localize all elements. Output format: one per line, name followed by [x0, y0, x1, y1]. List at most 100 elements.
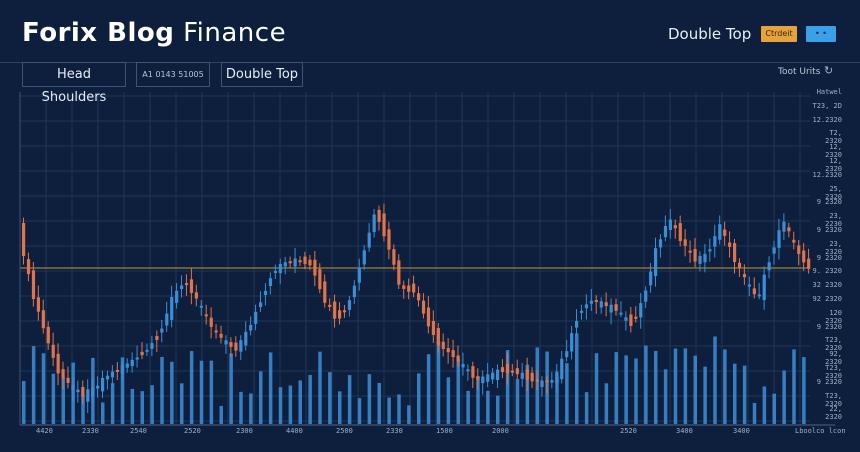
candle-body: [288, 261, 292, 264]
volume-bar: [101, 402, 105, 424]
candle-body: [170, 297, 174, 320]
candle-body: [160, 328, 164, 333]
candle-body: [792, 239, 796, 243]
volume-bar: [663, 369, 668, 424]
volume-bar: [733, 363, 737, 424]
candle-body: [412, 283, 416, 293]
candle-body: [441, 341, 445, 349]
candle-body: [71, 384, 75, 390]
y-tick-label: 9 2320: [816, 226, 842, 234]
candle-body: [377, 209, 381, 222]
candle-body: [431, 320, 436, 335]
tab-double-top[interactable]: Double Top: [221, 62, 303, 87]
y-tick-label: 9 2320: [816, 198, 842, 207]
candle-body: [491, 372, 495, 380]
volume-bar: [288, 385, 293, 424]
x-tick-label: Lboolco lcon: [795, 427, 846, 435]
candle-body: [481, 376, 485, 384]
candle-body: [145, 349, 149, 352]
y-tick-label: T23, 2320: [825, 391, 842, 408]
candle-body: [224, 340, 228, 345]
volume-bar: [347, 375, 352, 424]
y-tick-label: 9 2320: [816, 377, 842, 386]
candle-body: [407, 285, 411, 292]
volume-bar: [219, 405, 223, 424]
volume-bar: [41, 353, 46, 424]
volume-bar: [22, 381, 26, 424]
volume-bar: [318, 351, 322, 424]
candle-body: [619, 312, 623, 315]
brand-suffix: Finance: [183, 18, 287, 48]
candle-body: [135, 357, 139, 360]
tab-head-shoulders[interactable]: Head Shoulders: [22, 62, 126, 105]
volume-bar: [752, 402, 757, 424]
candle-body: [609, 304, 613, 313]
candle-body: [520, 372, 524, 379]
candle-body: [61, 369, 65, 379]
candle-body: [278, 263, 282, 274]
y-tick-label: 25, 2320: [825, 184, 842, 201]
volume-bar: [180, 383, 184, 424]
candle-body: [456, 355, 460, 362]
candle-body: [66, 377, 70, 383]
candle-body: [604, 302, 608, 307]
volume-bar: [496, 395, 500, 424]
x-tick-label: 2330: [386, 427, 403, 435]
candle-body: [545, 380, 549, 383]
candle-body: [678, 223, 682, 242]
candle-body: [165, 313, 169, 326]
candle-body: [688, 250, 692, 253]
candle-body: [654, 248, 658, 277]
candle-body: [742, 274, 747, 278]
volume-bar: [278, 387, 283, 424]
volume-bar: [446, 377, 451, 424]
candle-body: [560, 358, 564, 380]
candle-body: [728, 242, 732, 247]
candle-body: [313, 259, 317, 276]
candle-body: [525, 369, 529, 380]
candle-body: [649, 271, 653, 286]
volume-bar: [683, 348, 688, 424]
chart-button[interactable]: Ctrdeit: [761, 26, 797, 42]
volume-bar: [426, 354, 431, 424]
y-tick-label: T23, 2D: [812, 101, 842, 110]
volume-bar: [614, 352, 618, 424]
tools-label[interactable]: Toot Urits: [778, 67, 821, 77]
volume-bar: [298, 380, 302, 424]
candle-body: [184, 283, 189, 286]
volume-bar: [357, 398, 362, 424]
candle-body: [249, 324, 253, 331]
candle-body: [446, 348, 450, 353]
candle-body: [515, 368, 519, 375]
candle-body: [382, 213, 386, 237]
candles: [22, 203, 811, 414]
volume-bar: [407, 405, 411, 424]
candle-body: [693, 249, 697, 262]
x-tick-label: 4400: [286, 427, 303, 435]
candle-body: [259, 302, 263, 307]
volume-bar: [565, 363, 569, 424]
volume-bar: [713, 336, 717, 424]
candle-body: [96, 385, 100, 389]
candle-body: [594, 300, 598, 303]
volume-bar: [249, 393, 253, 424]
candle-body: [214, 330, 218, 333]
y-tick-label: T23, 2320: [825, 364, 842, 380]
more-button[interactable]: • •: [806, 26, 836, 42]
candle-body: [797, 245, 801, 254]
candle-body: [634, 316, 638, 319]
candle-body: [41, 310, 45, 329]
candle-body: [342, 310, 347, 313]
candle-body: [338, 310, 342, 319]
candle-body: [584, 304, 589, 309]
y-tick-label: 9. 2320: [812, 267, 842, 276]
candle-body: [51, 344, 55, 358]
tab-ticker[interactable]: A1 0143 51005: [136, 62, 210, 87]
candle-body: [747, 284, 752, 287]
volume-bar: [328, 372, 332, 424]
x-tick-label: 3400: [733, 427, 750, 435]
y-tick-label: Hatwel: [816, 88, 842, 96]
x-tick-label: 2000: [492, 427, 509, 435]
refresh-icon[interactable]: ↻: [824, 64, 834, 77]
